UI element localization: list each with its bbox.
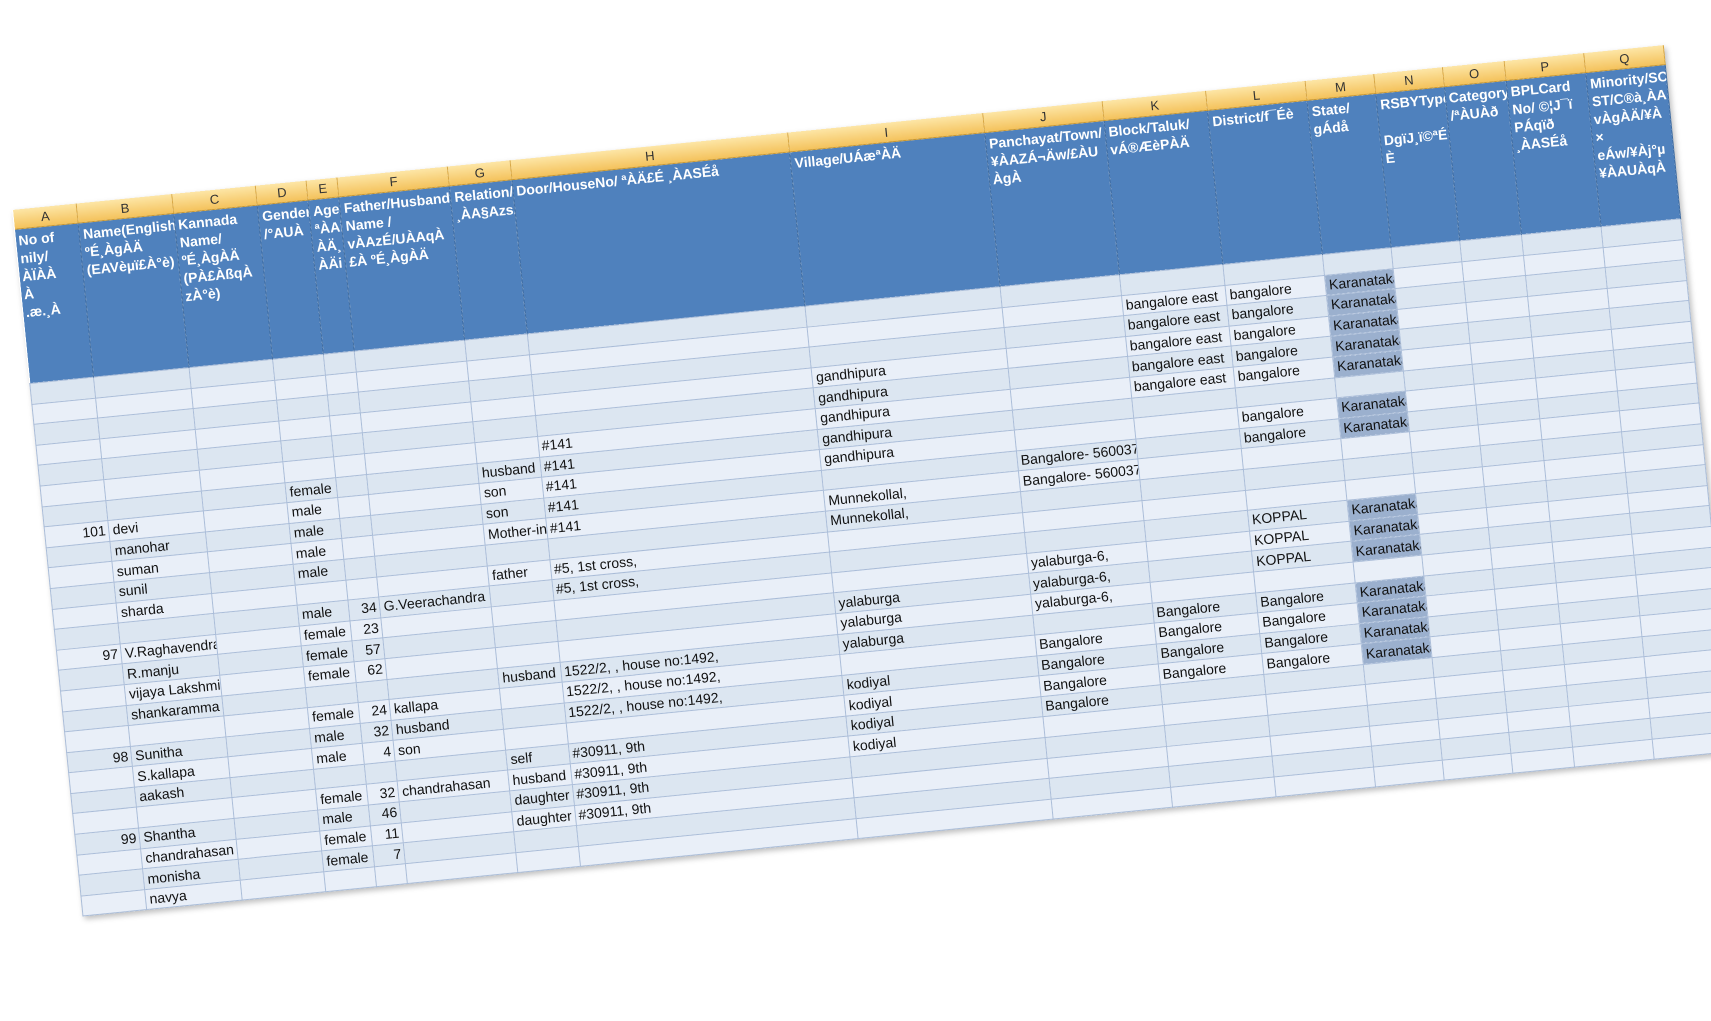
cell-e-25[interactable]: 7	[372, 842, 406, 867]
column-header-p[interactable]: BPLCard No/ ©¦J¯ï PÁqïð ¸ÀASÉå	[1506, 72, 1601, 235]
column-header-i[interactable]: Village/UÁæªÀÄ	[790, 132, 1000, 307]
cell-e-15[interactable]: 57	[352, 638, 386, 662]
cell-d-26[interactable]	[324, 866, 377, 893]
column-header-l[interactable]: District/f¯Éè	[1207, 100, 1323, 265]
cell-e-14[interactable]: 23	[350, 617, 384, 642]
column-header-k[interactable]: Block/Taluk/ vÁ®ÆèPÀÄ	[1103, 110, 1224, 275]
cell-e-26[interactable]	[374, 863, 408, 888]
cell-e-13[interactable]: 34	[348, 597, 382, 621]
cell-e-20[interactable]: 4	[362, 740, 396, 765]
column-header-j[interactable]: Panchayat/Town/ ¥ÀAZÁ¬Äw/£ÀU ÀgÀ	[984, 120, 1120, 287]
cell-e-18[interactable]: 24	[358, 699, 392, 724]
column-header-c[interactable]: Kannada Name/ ºÉ¸ÀgÀÄ (PÀ£ÀßqÀ zÀ°è)	[173, 205, 273, 368]
column-header-h[interactable]: Door/HouseNo/ ªÀÄ£É ¸ÀASÉå	[511, 151, 806, 334]
cell-e-19[interactable]: 32	[360, 720, 394, 744]
cell-e-22[interactable]: 32	[366, 781, 400, 806]
column-header-b[interactable]: Name(English)/ ºÉ¸ÀgÀÄ (EAVèµï£À°è)	[78, 213, 189, 378]
cell-e-24[interactable]: 11	[370, 822, 404, 847]
column-header-f[interactable]: Father/Husband Name / vÀAzÉ/UÀAqÀ £À ºÉ¸…	[339, 185, 466, 352]
column-header-q[interactable]: Minority/SC ST/C®à¸ÀA vÀgÀÄ/¥À × eÁw/¥Àj…	[1585, 64, 1681, 227]
cell-e-16[interactable]: 62	[354, 658, 388, 683]
cell-e-23[interactable]: 46	[368, 801, 402, 826]
